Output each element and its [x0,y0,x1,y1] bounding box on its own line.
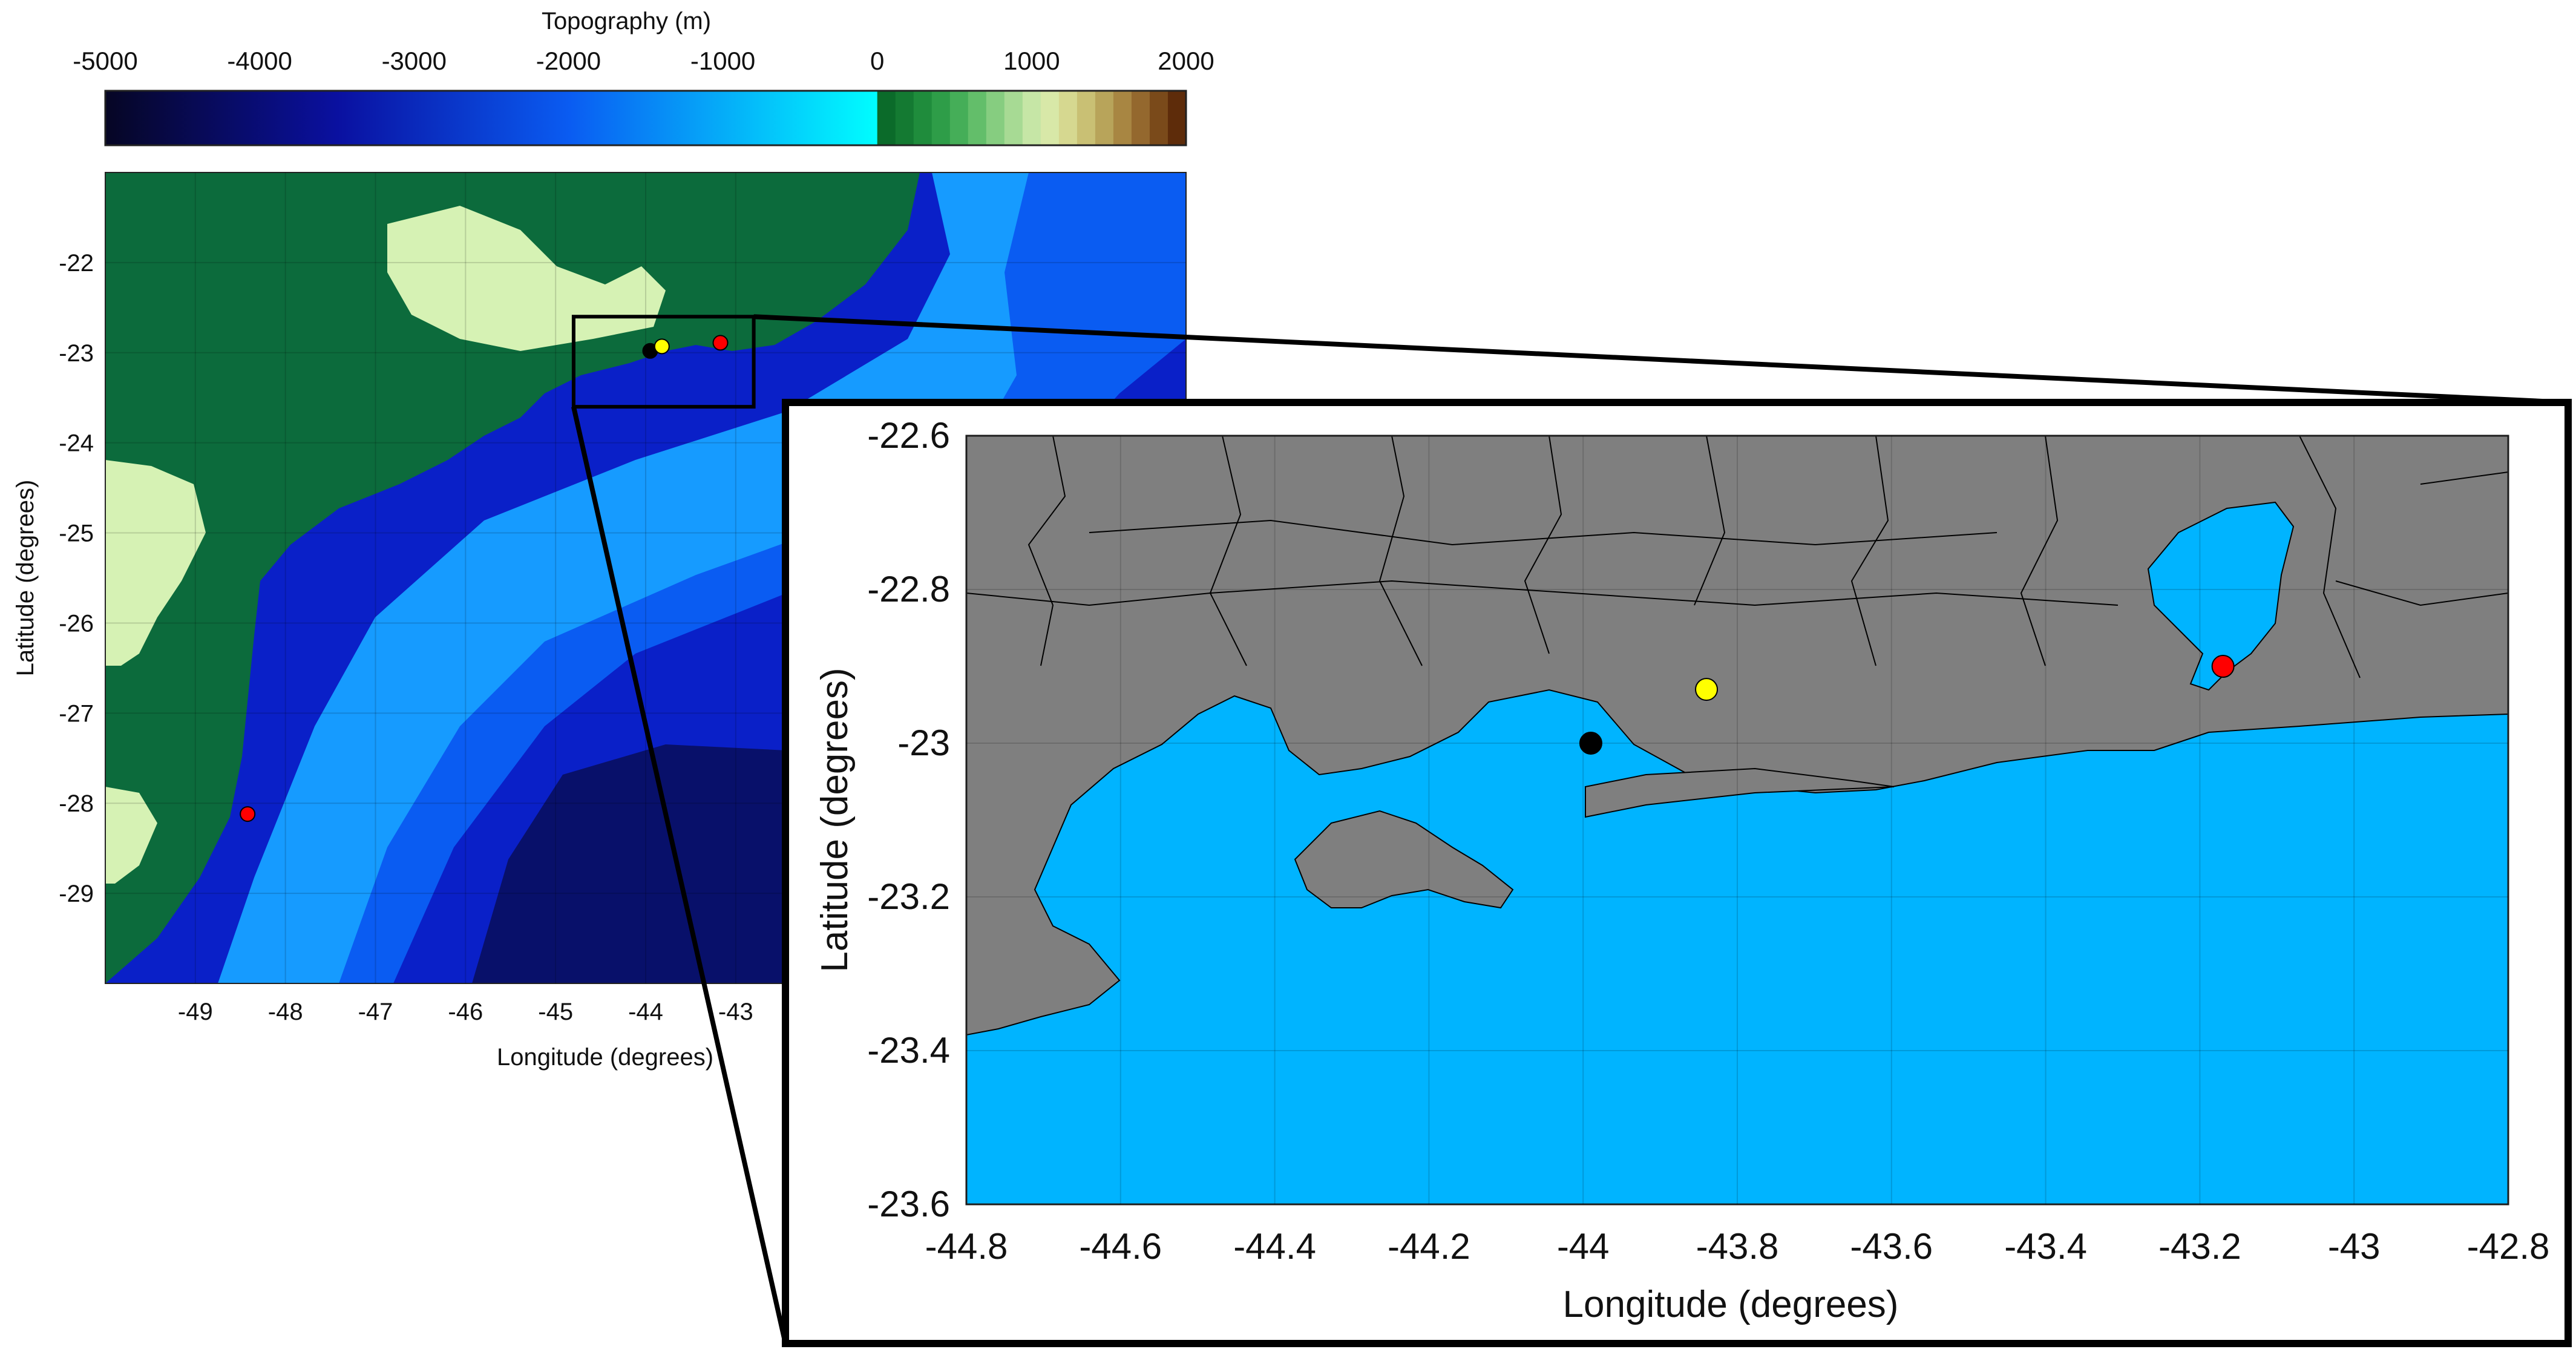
ilha-grande [1294,810,1514,909]
colorbar-land-segment [1004,91,1023,145]
zoom-markers [1579,655,2235,755]
regional-x-tick-label: -48 [268,999,303,1025]
colorbar-land-segment [1040,91,1060,145]
colorbar-land-segment [986,91,1005,145]
colorbar-tick-labels: -5000 -4000 -3000 -2000 -1000 0 1000 2000 [73,47,1214,75]
connector-line [571,406,788,1344]
colorbar-title: Topography (m) [542,8,711,34]
colorbar-land-segment [1113,91,1132,145]
regional-y-tick-label: -27 [59,700,94,727]
colorbar-land-segment [877,91,896,145]
colorbar-tick-label: 1000 [1003,47,1060,75]
zoom-x-axis-label: Longitude (degrees) [1563,1284,1899,1325]
regional-x-tick-label: -43 [718,999,753,1025]
colorbar-ocean [105,91,880,145]
regional-x-tick-label: -49 [178,999,213,1025]
colorbar-land-segment [1149,91,1168,145]
colorbar-land-segment [1167,91,1187,145]
regional-y-axis-label: Latitude (degrees) [12,480,39,677]
regional-y-tick-label: -25 [59,520,94,547]
colorbar-land-segment [931,91,951,145]
inset-box [571,315,756,409]
regional-y-tick-label: -29 [59,881,94,907]
zoom-y-tick-labels: -22.6 -22.8 -23 -23.2 -23.4 -23.6 [867,415,2508,1224]
regional-y-tick-label: -22 [59,250,94,277]
colorbar-land-segment [949,91,969,145]
station-marker [712,335,729,351]
station-marker [1579,732,1602,755]
zoom-y-tick-label: -23.2 [867,876,950,917]
zoom-land [966,436,2508,1036]
colorbar-land-segment [1131,91,1150,145]
municipal-borders [966,436,2508,678]
zoom-x-tick-label: -44.8 [925,1226,1008,1267]
regional-y-tick-label: -24 [59,430,94,457]
colorbar-land [877,91,1187,145]
continental-shelf [218,172,1186,983]
zoom-connectors [571,314,2569,1344]
highland-area [387,206,666,351]
zoom-x-tick-label: -42.8 [2467,1226,2550,1267]
guanabara-bay [2147,501,2295,691]
colorbar-tick-label: 0 [870,47,884,75]
zoom-y-axis-label: Latitude (degrees) [814,668,856,972]
zoom-x-tick-label: -44.6 [1079,1226,1162,1267]
zoom-map-frame [965,435,2509,1206]
colorbar-land-segment [1058,91,1078,145]
colorbar-land-segment [895,91,914,145]
station-marker [2211,655,2235,678]
colorbar-tick-label: 2000 [1158,47,1214,75]
regional-y-tick-label: -28 [59,790,94,817]
zoom-map: -44.8 -44.6 -44.4 -44.2 -44 -43.8 -43.6 -43.4 -4… [782,399,2572,1347]
zoom-y-tick-label: -23.6 [867,1184,950,1224]
colorbar-tick-label: -1000 [690,47,755,75]
zoom-x-tick-label: -44.2 [1388,1226,1470,1267]
zoom-x-tick-label: -44 [1557,1226,1610,1267]
highland-area [105,787,157,884]
abyssal-plain [472,744,859,983]
colorbar-tick-label: -5000 [73,47,137,75]
colorbar-tick-label: -3000 [382,47,447,75]
zoom-x-tick-label: -43.2 [2158,1226,2241,1267]
zoom-x-tick-label: -43 [2328,1226,2381,1267]
zoom-x-tick-labels: -44.8 -44.6 -44.4 -44.2 -44 -43.8 -43.6 -43.4 -4… [925,436,2550,1267]
zoom-y-tick-label: -22.6 [867,415,950,456]
zoom-x-tick-label: -43.8 [1696,1226,1779,1267]
zoom-y-tick-label: -23 [897,723,950,763]
regional-y-tick-label: -23 [59,340,94,367]
highland-area [105,460,206,666]
colorbar-frame [104,90,1187,146]
colorbar-land-segment [1022,91,1041,145]
regional-x-tick-label: -47 [358,999,393,1025]
zoom-y-tick-label: -23.4 [867,1030,950,1071]
regional-markers [240,335,729,822]
colorbar-land-segment [1095,91,1114,145]
colorbar-land-segment [1077,91,1096,145]
regional-x-tick-labels: -49 -48 -47 -46 -45 -44 -43 [178,172,753,1025]
zoom-x-tick-label: -43.6 [1850,1226,1933,1267]
station-marker [654,338,670,355]
connector-line [753,314,2569,405]
regional-x-tick-label: -45 [538,999,573,1025]
regional-x-axis-label: Longitude (degrees) [497,1044,713,1071]
marambaia-sandbank [1585,767,1895,818]
colorbar-land-segment [913,91,932,145]
zoom-x-tick-label: -44.4 [1233,1226,1316,1267]
station-marker [1695,678,1719,701]
zoom-y-tick-label: -22.8 [867,569,950,609]
continental-land [105,172,920,983]
colorbar-land-segment [968,91,987,145]
regional-x-tick-label: -44 [628,999,663,1025]
station-marker [240,806,256,822]
colorbar-tick-label: -2000 [536,47,601,75]
colorbar-tick-label: -4000 [227,47,292,75]
zoom-x-tick-label: -43.4 [2004,1226,2087,1267]
regional-x-tick-label: -46 [448,999,483,1025]
colorbar: Topography (m) -5000 -4000 -3000 -2000 -1000… [73,8,1214,146]
regional-y-tick-label: -26 [59,610,94,637]
